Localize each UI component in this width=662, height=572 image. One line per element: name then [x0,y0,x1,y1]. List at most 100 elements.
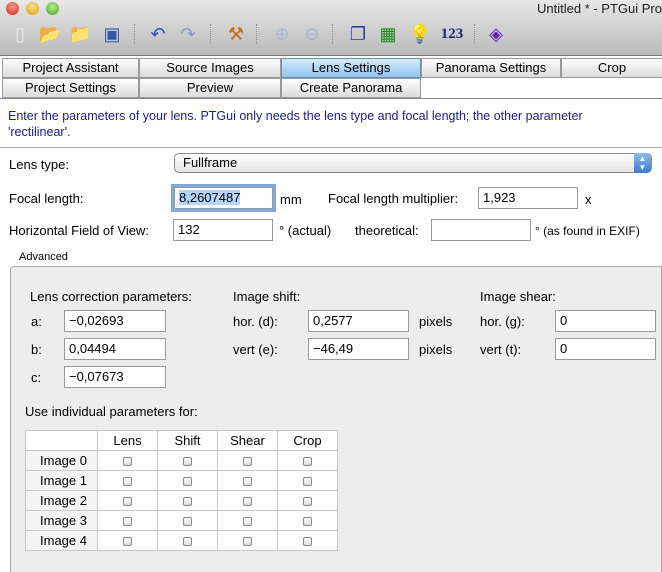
crop-checkbox[interactable] [303,517,312,527]
shift-checkbox[interactable] [183,537,192,547]
minimize-button[interactable] [26,2,39,15]
a-label: a: [31,314,42,329]
panorama-editor-icon[interactable]: ❐ [349,23,367,44]
shear-checkbox[interactable] [243,477,252,487]
multiplier-label: Focal length multiplier: [328,191,459,206]
shear-checkbox[interactable] [243,517,252,527]
open-icon[interactable]: 📂 [38,23,62,44]
tab-lens-settings[interactable]: Lens Settings [281,58,421,78]
tab-panorama-settings[interactable]: Panorama Settings [421,58,561,78]
lens-type-value: Fullframe [183,155,238,170]
column-header-shift[interactable]: Shift [157,430,218,451]
tips-icon[interactable]: 💡 [408,23,432,44]
window-title: Untitled * - PTGui Pro [537,1,662,16]
hor-g-input[interactable]: 0 [555,310,656,332]
crop-checkbox[interactable] [303,537,312,547]
shear-checkbox[interactable] [243,457,252,467]
toolbar-separator [256,24,257,44]
save-icon[interactable]: ▣ [103,23,121,44]
vert-t-input[interactable]: 0 [555,338,656,360]
tab-crop[interactable]: Crop [561,58,662,78]
b-label: b: [31,342,42,357]
toolbar-separator [474,24,475,44]
numbers-button[interactable]: 123 [440,25,464,42]
shift-label: Image shift: [233,289,301,304]
lens-checkbox[interactable] [123,497,132,507]
hfov-actual-label: ° (actual) [279,223,332,238]
crop-checkbox[interactable] [303,477,312,487]
corner-cell [25,430,98,451]
control-points-table-icon[interactable]: ▦ [379,23,397,44]
cell-shear [217,450,278,471]
focal-length-value: 8,2607487 [179,190,241,205]
cell-crop [277,450,338,471]
theoretical-input[interactable] [431,219,531,241]
toolbar-separator [210,24,211,44]
correction-label: Lens correction parameters: [30,289,192,304]
open-template-icon[interactable]: 📁 [68,23,92,44]
theoretical-unit: ° (as found in EXIF) [535,224,640,238]
cell-shift [157,530,218,551]
focal-length-input[interactable]: 8,2607487 [174,187,273,209]
zoom-in-icon[interactable]: ⊕ [274,23,290,44]
lens-checkbox[interactable] [123,517,132,527]
redo-icon[interactable]: ↷ [180,23,196,44]
help-icon[interactable]: ◈ [489,23,503,44]
table-row: Image 1 [25,470,338,491]
c-input[interactable]: −0,07673 [64,366,166,388]
lens-checkbox[interactable] [123,477,132,487]
shear-checkbox[interactable] [243,537,252,547]
tab-source-images[interactable]: Source Images [139,58,281,78]
a-input[interactable]: −0,02693 [64,310,166,332]
hfov-input[interactable]: 132 [173,219,273,241]
shift-checkbox[interactable] [183,457,192,467]
lens-type-select[interactable]: Fullframe ▲ ▼ [174,153,652,173]
shift-checkbox[interactable] [183,477,192,487]
toolbar-separator [332,24,333,44]
hor-g-label: hor. (g): [480,314,525,329]
tab-divider [0,98,662,99]
lens-checkbox[interactable] [123,457,132,467]
cell-shift [157,510,218,531]
multiplier-unit: x [585,192,592,207]
column-header-shear[interactable]: Shear [217,430,278,451]
tab-project-settings[interactable]: Project Settings [2,78,139,98]
crop-checkbox[interactable] [303,457,312,467]
new-icon[interactable]: ▯ [15,23,25,44]
zoom-out-icon[interactable]: ⊖ [304,23,320,44]
hor-d-input[interactable]: 0,2577 [308,310,409,332]
cell-lens [97,510,158,531]
row-header: Image 3 [25,510,98,531]
column-header-lens[interactable]: Lens [97,430,158,451]
shift-checkbox[interactable] [183,497,192,507]
lens-checkbox[interactable] [123,537,132,547]
undo-icon[interactable]: ↶ [150,23,166,44]
chevron-updown-icon: ▲ ▼ [634,153,651,173]
multiplier-input[interactable]: 1,923 [478,187,578,209]
tab-create-panorama[interactable]: Create Panorama [281,78,421,98]
cell-shift [157,450,218,471]
b-input[interactable]: 0,04494 [64,338,166,360]
toolbar-separator [134,24,135,44]
zoom-button[interactable] [46,2,59,15]
cell-shear [217,470,278,491]
close-button[interactable] [6,2,19,15]
table-row: Image 4 [25,530,338,551]
shift-checkbox[interactable] [183,517,192,527]
table-row: Image 0 [25,450,338,471]
tools-icon[interactable]: ⚒ [227,23,245,44]
vert-e-input[interactable]: −46,49 [308,338,409,360]
column-header-crop[interactable]: Crop [277,430,338,451]
individual-params-table: Lens Shift Shear Crop Image 0 Image 1 Imag… [25,430,338,551]
cell-shear [217,510,278,531]
crop-checkbox[interactable] [303,497,312,507]
cell-crop [277,510,338,531]
tab-project-assistant[interactable]: Project Assistant [2,58,139,78]
tab-preview[interactable]: Preview [139,78,281,98]
hfov-label: Horizontal Field of View: [9,223,149,238]
table-row: Image 2 [25,490,338,511]
individual-label: Use individual parameters for: [25,404,198,419]
shear-checkbox[interactable] [243,497,252,507]
table-header-row: Lens Shift Shear Crop [25,430,338,451]
focal-length-label: Focal length: [9,191,84,206]
